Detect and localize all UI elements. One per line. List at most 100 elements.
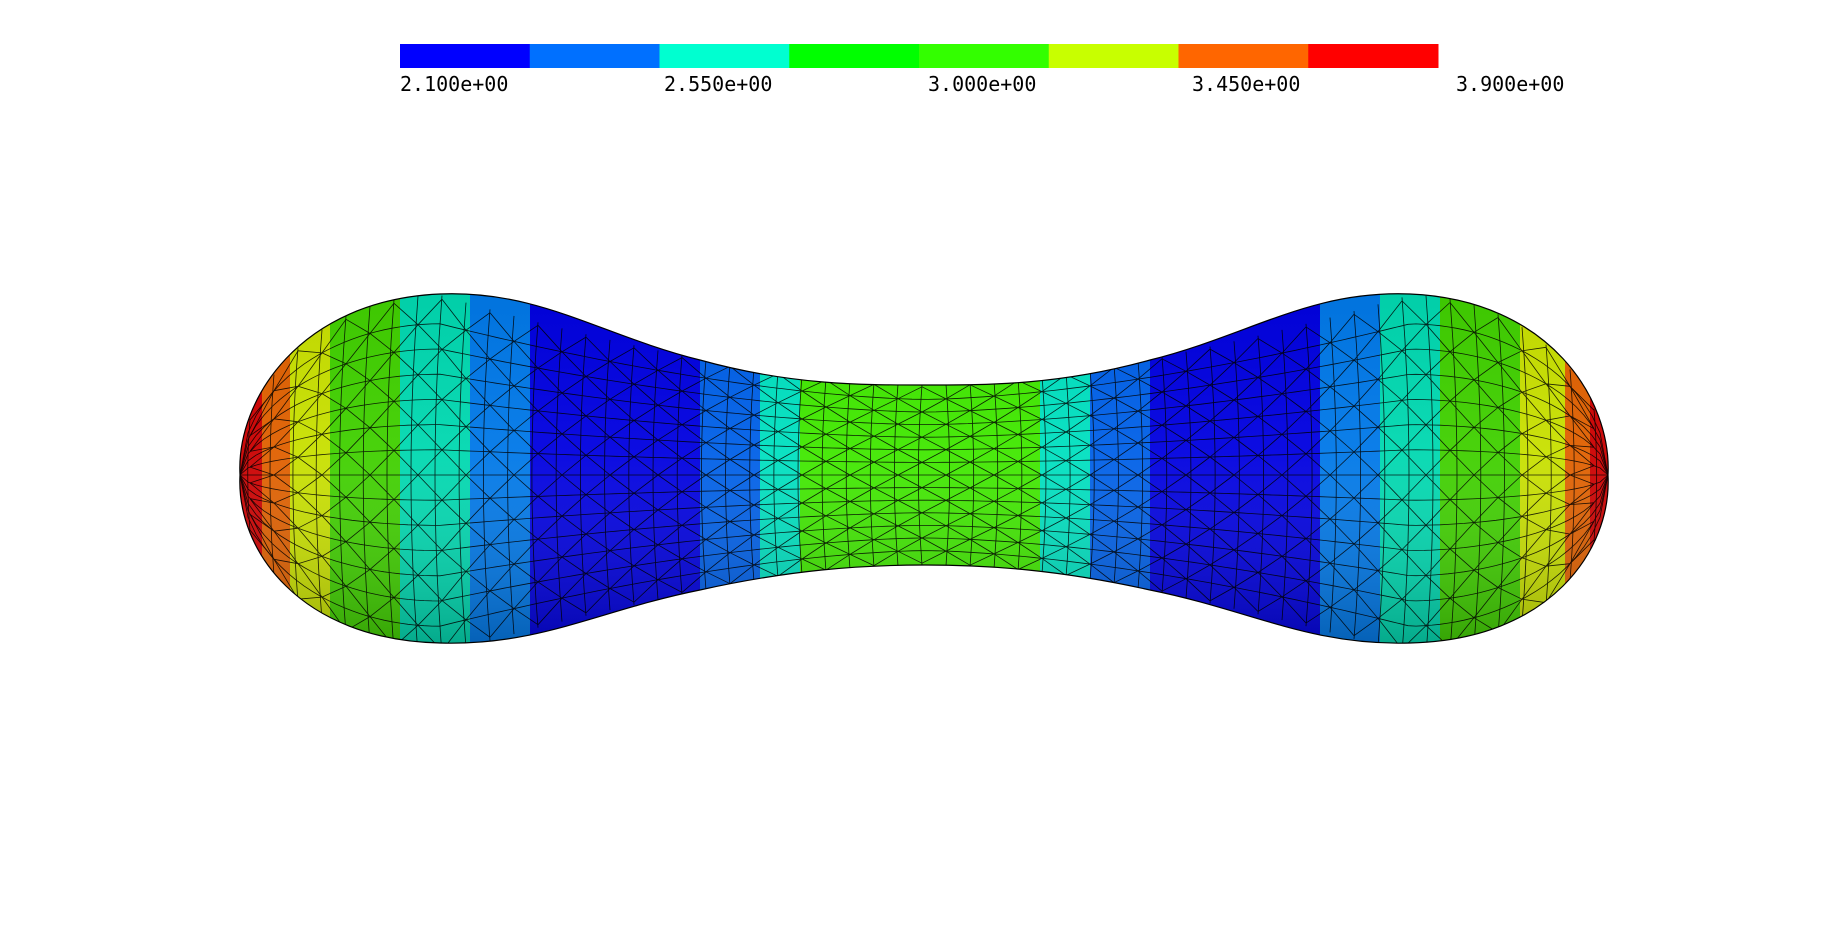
mesh-edge bbox=[585, 588, 611, 614]
mesh-edge bbox=[1401, 474, 1427, 501]
mesh-edge bbox=[945, 487, 971, 501]
mesh-edge bbox=[777, 518, 803, 532]
mesh-edge bbox=[369, 401, 395, 429]
mesh-edge bbox=[1041, 488, 1067, 504]
mesh-edge bbox=[585, 454, 611, 476]
mesh-edge bbox=[1185, 543, 1211, 566]
mesh-edge bbox=[1449, 499, 1475, 523]
mesh-edge bbox=[585, 533, 611, 552]
mesh-edge bbox=[1497, 391, 1523, 408]
mesh-edge bbox=[513, 324, 539, 342]
mesh-edge bbox=[345, 452, 371, 476]
mesh-edge bbox=[609, 588, 635, 603]
mesh-edge bbox=[465, 497, 491, 524]
mesh-line bbox=[239, 474, 1609, 501]
mesh-edge bbox=[1161, 474, 1187, 492]
mesh-edge bbox=[993, 434, 1019, 450]
mesh-edge bbox=[681, 491, 707, 508]
mesh-edge bbox=[993, 407, 1019, 423]
mesh-edge bbox=[753, 489, 779, 506]
mesh-ring bbox=[652, 350, 659, 600]
mesh-edge bbox=[681, 424, 707, 444]
mesh-edge bbox=[465, 451, 491, 476]
mesh-edge bbox=[273, 492, 299, 504]
mesh-edge bbox=[1113, 428, 1139, 444]
mesh-edge bbox=[273, 474, 299, 494]
colorbar-segment bbox=[1308, 44, 1439, 68]
mesh-edge bbox=[1449, 522, 1475, 550]
mesh-edge bbox=[1017, 446, 1043, 462]
mesh-edge bbox=[321, 541, 347, 557]
mesh-edge bbox=[753, 546, 779, 566]
mesh-edge bbox=[945, 384, 971, 400]
mesh-edge bbox=[1137, 557, 1163, 572]
mesh-edge bbox=[1113, 570, 1139, 584]
mesh-edge bbox=[1017, 419, 1043, 435]
mesh-edge bbox=[273, 446, 299, 458]
mesh-edge bbox=[849, 539, 875, 555]
mesh-edge bbox=[1041, 546, 1067, 559]
mesh-edge bbox=[321, 408, 347, 435]
mesh-edge bbox=[849, 421, 875, 437]
mesh-edge bbox=[513, 367, 539, 387]
mesh-edge bbox=[393, 474, 419, 500]
mesh-edge bbox=[1281, 515, 1307, 539]
mesh-ring bbox=[1473, 305, 1482, 644]
mesh-edge bbox=[1257, 377, 1283, 395]
mesh-edge bbox=[1233, 399, 1259, 417]
mesh-edge bbox=[1161, 424, 1187, 441]
mesh-edge bbox=[1065, 474, 1091, 490]
mesh-edge bbox=[1473, 522, 1499, 543]
mesh-edge bbox=[633, 474, 659, 494]
dumbbell-surface bbox=[239, 293, 1609, 644]
mesh-edge bbox=[1305, 368, 1331, 388]
mesh-edge bbox=[369, 427, 395, 451]
mesh-edge bbox=[969, 410, 995, 423]
mesh-edge bbox=[249, 498, 275, 532]
mesh-ring bbox=[315, 329, 323, 621]
mesh-edge bbox=[945, 539, 971, 552]
mesh-edge bbox=[873, 398, 899, 411]
mesh-edge bbox=[1137, 474, 1163, 492]
mesh-ring bbox=[531, 322, 539, 628]
mesh-edge bbox=[1065, 488, 1091, 506]
mesh-edge bbox=[1521, 474, 1547, 494]
mesh-edge bbox=[1281, 538, 1307, 557]
mesh-edge bbox=[273, 385, 299, 392]
mesh-ring bbox=[1569, 369, 1575, 581]
mesh-line bbox=[239, 474, 1609, 602]
mesh-edge bbox=[537, 351, 563, 369]
mesh-edge bbox=[345, 541, 371, 570]
mesh-ring bbox=[969, 382, 975, 568]
mesh-edge bbox=[513, 581, 539, 609]
mesh-edge bbox=[393, 597, 419, 626]
mesh-edge bbox=[873, 435, 899, 450]
mesh-edge bbox=[1161, 491, 1187, 510]
mesh-edge bbox=[297, 421, 323, 435]
mesh-edge bbox=[513, 563, 539, 583]
mesh-edge bbox=[921, 525, 947, 539]
mesh-edge bbox=[1113, 459, 1139, 476]
mesh-edge bbox=[945, 423, 971, 437]
mesh-ring bbox=[797, 374, 803, 576]
mesh-edge bbox=[321, 433, 347, 454]
mesh-edge bbox=[1185, 528, 1211, 545]
mesh-edge bbox=[1521, 419, 1547, 434]
mesh-edge bbox=[1377, 499, 1403, 524]
mesh-edge bbox=[777, 558, 803, 577]
mesh-edge bbox=[561, 515, 587, 535]
mesh-edge bbox=[753, 474, 779, 490]
mesh-edge bbox=[969, 474, 995, 489]
mesh-edge bbox=[897, 537, 923, 552]
mesh-edge bbox=[1017, 407, 1043, 420]
mesh-edge bbox=[609, 347, 635, 362]
mesh-ring bbox=[1065, 372, 1071, 578]
mesh-edge bbox=[321, 319, 347, 354]
mesh-edge bbox=[393, 499, 419, 526]
mesh-edge bbox=[1161, 557, 1187, 580]
mesh-edge bbox=[801, 418, 827, 435]
mesh-edge bbox=[729, 552, 755, 566]
mesh-edge bbox=[1497, 542, 1523, 559]
mesh-edge bbox=[705, 442, 731, 460]
